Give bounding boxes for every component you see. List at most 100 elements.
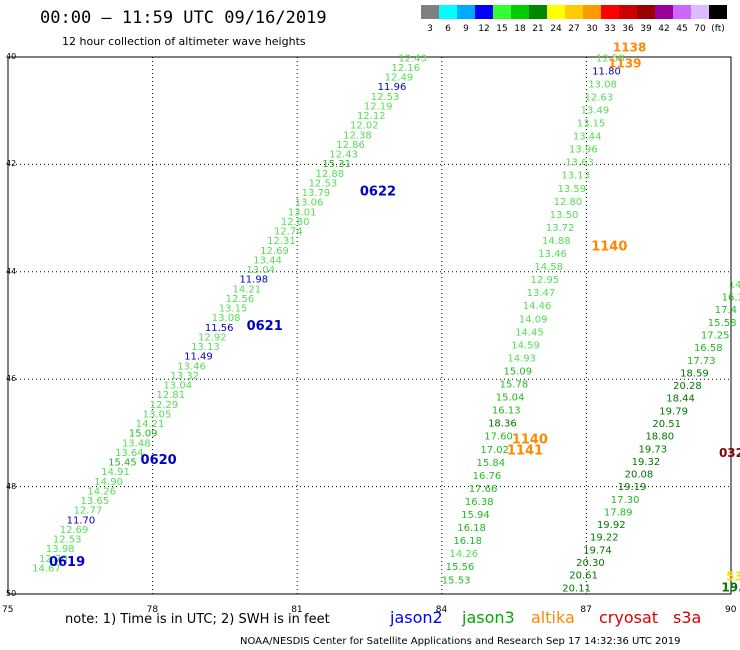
legend-value: 3	[427, 24, 433, 34]
wave-height-label: 12.63	[584, 92, 613, 103]
legend-value: 42	[658, 24, 670, 34]
wave-height-label: 13.72	[546, 223, 575, 234]
wave-height-label: 17.60	[484, 432, 513, 443]
satellite-jason2: jason2	[390, 608, 443, 627]
wave-height-label: 15.45	[108, 458, 137, 469]
wave-height-label: 20.28	[673, 381, 702, 392]
pass-time-label: 0619	[49, 555, 85, 570]
wave-height-label: 20.51	[652, 419, 681, 430]
legend-value: 6	[445, 24, 451, 34]
wave-height-label: 13.13	[191, 342, 220, 353]
wave-height-label: 12.74	[274, 227, 303, 238]
wave-height-label: 12.92	[198, 332, 227, 343]
wave-height-label: 18.80	[645, 432, 674, 443]
footer-credit: NOAA/NESDIS Center for Satellite Applica…	[240, 636, 681, 647]
wave-height-label: 14.46	[523, 301, 552, 312]
wave-height-label: 13.46	[177, 361, 206, 372]
wave-height-label: 20.61	[569, 571, 598, 582]
wave-height-label: 11.80	[592, 66, 621, 77]
legend-swatch	[529, 5, 547, 19]
wave-height-label: 14.21	[136, 419, 165, 430]
wave-height-label: 12.53	[309, 178, 338, 189]
wave-height-label: 14.91	[101, 467, 130, 478]
wave-height-label: 13.98	[46, 544, 75, 555]
wave-height-label: 13.63	[565, 158, 594, 169]
wave-height-label: 12.43	[329, 150, 358, 161]
legend-value: 36	[622, 24, 634, 34]
pass-time-label: 1140	[591, 239, 627, 254]
legend-swatch	[601, 5, 619, 19]
wave-height-label: 16.13	[492, 406, 521, 417]
pass-time-label: 1141	[507, 443, 543, 458]
y-tick-label: 50	[6, 589, 17, 598]
legend-value: 21	[532, 24, 544, 34]
legend-value: 33	[604, 24, 616, 34]
pass-time-label: 19.9	[721, 580, 740, 594]
wave-height-label: 13.08	[588, 79, 617, 90]
wave-height-label: 12.56	[226, 294, 255, 305]
x-tick-label: 87	[580, 605, 592, 615]
wave-height-label: 13.59	[557, 184, 586, 195]
wave-height-label: 11.96	[378, 82, 407, 93]
wave-height-label: 13.15	[219, 304, 248, 315]
wave-height-label: 11.70	[67, 515, 96, 526]
wave-height-label: 14.67	[32, 563, 61, 574]
wave-height-label: 18.59	[680, 368, 709, 379]
legend-swatch	[493, 5, 511, 19]
legend-swatch	[655, 5, 673, 19]
wave-height-label: 14.21	[233, 284, 262, 295]
wave-height-label: 14.90	[94, 477, 123, 488]
x-tick-label: 75	[2, 605, 14, 615]
pass-time-label: 0620	[141, 453, 177, 468]
x-tick-label: 84	[435, 605, 448, 615]
wave-height-label: 14.59	[511, 340, 540, 351]
wave-height-label: 13.64	[115, 448, 144, 459]
note-text: note: 1) Time is in UTC; 2) SWH is in fe…	[65, 612, 330, 627]
wave-height-label: 12.77	[74, 506, 103, 517]
wave-height-label: 12.12	[357, 111, 386, 122]
legend-swatch	[583, 5, 601, 19]
pass-time-label: 0621	[247, 319, 283, 334]
wave-height-label: 16.18	[457, 523, 486, 534]
wave-height-label: 15.56	[446, 562, 475, 573]
legend-swatch	[709, 5, 727, 19]
wave-height-label: 13.01	[288, 207, 317, 218]
wave-height-label: 13.79	[302, 188, 331, 199]
wave-height-label: 13.49	[581, 105, 610, 116]
wave-height-label: 13.96	[569, 145, 598, 156]
page-subtitle: 12 hour collection of altimeter wave hei…	[62, 35, 306, 48]
y-tick-label: 48	[6, 481, 17, 491]
legend-value: 15	[496, 24, 508, 34]
wave-height-label: 12.88	[315, 169, 344, 180]
wave-height-label: 11.56	[205, 323, 234, 334]
wave-height-label: 18.36	[488, 419, 517, 430]
wave-height-label: 20.30	[576, 558, 605, 569]
legend-value: 30	[586, 24, 598, 34]
wave-height-label: 13.48	[122, 438, 151, 449]
wave-height-label: 11.49	[184, 352, 213, 363]
wave-height-label: 17.30	[611, 495, 640, 506]
legend-swatch	[565, 5, 583, 19]
x-tick-label: 81	[291, 605, 303, 615]
legend-swatch	[691, 5, 709, 19]
wave-height-label: 17.02	[480, 445, 509, 456]
wave-height-label: 19.19	[618, 482, 647, 493]
legend-value: 9	[463, 24, 469, 34]
wave-height-label: 12.86	[336, 140, 365, 151]
legend-swatch	[511, 5, 529, 19]
wave-height-label: 12.81	[157, 390, 186, 401]
y-tick-label: 40	[6, 52, 17, 61]
wave-height-label: 15.53	[442, 575, 471, 586]
wave-height-label: 13.44	[573, 132, 602, 143]
wave-height-label: 19.79	[659, 406, 688, 417]
wave-height-label: 14.26	[87, 486, 116, 497]
wave-height-label: 19.22	[590, 533, 619, 544]
wave-height-label: 15.78	[500, 380, 529, 391]
wave-height-label: 12.69	[60, 525, 89, 536]
y-tick-label: 46	[6, 374, 17, 384]
wave-height-label: 15.84	[477, 458, 506, 469]
legend-value: 24	[550, 24, 562, 34]
page-title: 00:00 – 11:59 UTC 09/16/2019	[40, 8, 327, 28]
wave-height-label: 11.98	[239, 275, 268, 286]
wave-height-label: 13.15	[577, 119, 606, 130]
